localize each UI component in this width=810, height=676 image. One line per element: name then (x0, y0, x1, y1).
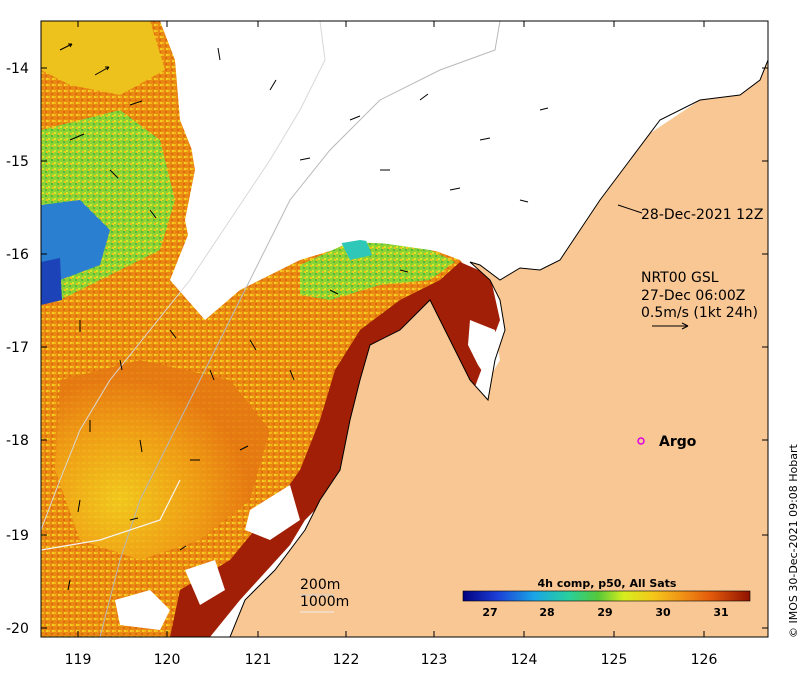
current-arrow (94, 66, 110, 76)
lat-axis: -14 -15 -16 -17 -18 -19 -20 (6, 61, 768, 637)
lat-tick: -14 (6, 61, 768, 77)
colorbar-tick: 29 (597, 606, 612, 619)
sst-cyan-patch (340, 238, 372, 260)
nodata-south-1 (245, 485, 300, 540)
current-time-label: 27-Dec 06:00Z (641, 288, 745, 304)
credit-label: © IMOS 30-Dec-2021 09:08 Hobart (787, 443, 800, 638)
svg-text:123: 123 (421, 652, 448, 668)
lat-tick: -19 (6, 528, 768, 544)
colorbar-tick: 27 (482, 606, 497, 619)
svg-text:-18: -18 (6, 433, 29, 449)
current-arrow (249, 339, 257, 351)
current-arrow (349, 115, 361, 121)
svg-text:-19: -19 (6, 528, 29, 544)
svg-text:119: 119 (65, 652, 92, 668)
lon-tick: 119 (65, 21, 92, 668)
sst-yellow-north (41, 21, 165, 95)
colorbar-tick: 30 (655, 606, 671, 619)
sst-coastal-band (170, 262, 500, 637)
colorbar-gradient (462, 590, 751, 602)
sst-yellow-patch (55, 360, 270, 560)
current-arrow (209, 369, 215, 381)
current-arrow (419, 93, 429, 101)
argo-label: Argo (659, 434, 697, 450)
current-arrow (329, 289, 339, 295)
current-arrow (179, 545, 187, 551)
lat-tick: -16 (6, 247, 768, 263)
coastline (229, 59, 768, 637)
current-arrow (269, 79, 277, 91)
lat-tick: -20 (6, 621, 768, 637)
lon-tick: 120 (154, 21, 181, 668)
current-arrow (69, 133, 85, 141)
current-arrow (539, 107, 549, 111)
nodata-bay (468, 320, 500, 380)
lat-tick: -15 (6, 154, 768, 170)
current-arrow (239, 445, 249, 451)
current-arrow (217, 47, 221, 61)
current-arrow (449, 187, 461, 191)
lat-tick: -18 (6, 433, 768, 449)
contour-shelf-edge (41, 479, 181, 551)
nodata-south-3 (185, 560, 225, 605)
current-arrow (479, 137, 491, 141)
sst-darkblue-patch (41, 258, 62, 305)
svg-text:124: 124 (511, 652, 538, 668)
current-arrow (119, 359, 123, 371)
svg-text:125: 125 (601, 652, 628, 668)
lon-tick: 126 (691, 21, 718, 668)
lon-tick: 122 (333, 21, 360, 668)
current-arrows (59, 43, 549, 591)
depth-1000-label: 1000m (300, 594, 349, 610)
depth-200-label: 200m (300, 577, 340, 593)
lon-tick: 125 (601, 21, 628, 668)
current-arrow (59, 43, 73, 51)
svg-text:121: 121 (245, 652, 272, 668)
current-arrow (129, 100, 143, 106)
current-arrow (129, 517, 139, 521)
lon-tick: 121 (245, 21, 272, 668)
colorbar-tick: 31 (713, 606, 728, 619)
colorbar-tick: 28 (539, 606, 554, 619)
lat-tick: -17 (6, 340, 768, 356)
sst-green-coast (300, 242, 455, 300)
contour-1000m (41, 21, 326, 531)
argo-float-marker (637, 437, 645, 445)
lon-tick: 123 (421, 21, 448, 668)
colorbar-title: 4h comp, p50, All Sats (538, 577, 677, 590)
current-arrow (299, 157, 311, 161)
contour-200m (99, 21, 501, 637)
timestamp-label: 28-Dec-2021 12Z (641, 207, 764, 223)
current-arrow (139, 439, 143, 453)
plot-frame (40, 20, 769, 638)
nodata-offshore (175, 21, 768, 300)
current-arrow (77, 499, 81, 513)
lon-tick: 124 (511, 21, 538, 668)
arrow-scale-label: 0.5m/s (1kt 24h) (641, 305, 758, 321)
map-layers (41, 21, 768, 637)
current-arrow (67, 579, 71, 591)
svg-text:120: 120 (154, 652, 181, 668)
current-arrow (519, 199, 529, 203)
svg-text:122: 122 (333, 652, 360, 668)
current-arrow (149, 209, 157, 219)
svg-text:-15: -15 (6, 154, 29, 170)
current-arrow (109, 169, 119, 179)
svg-text:-20: -20 (6, 621, 29, 637)
svg-text:126: 126 (691, 652, 718, 668)
current-source-label: NRT00 GSL (641, 270, 719, 286)
scale-arrow-icon (652, 322, 689, 330)
current-arrow (169, 329, 177, 339)
current-arrow (399, 269, 409, 273)
svg-text:-17: -17 (6, 340, 29, 356)
svg-text:-14: -14 (6, 61, 29, 77)
current-arrow (289, 369, 295, 381)
timestamp-pointer (617, 204, 643, 214)
svg-text:-16: -16 (6, 247, 29, 263)
colorbar: 4h comp, p50, All Sats 27 28 29 30 31 (452, 575, 756, 625)
lon-axis: 119 120 121 122 123 124 125 126 (65, 21, 718, 668)
nodata-south-2 (115, 590, 170, 630)
